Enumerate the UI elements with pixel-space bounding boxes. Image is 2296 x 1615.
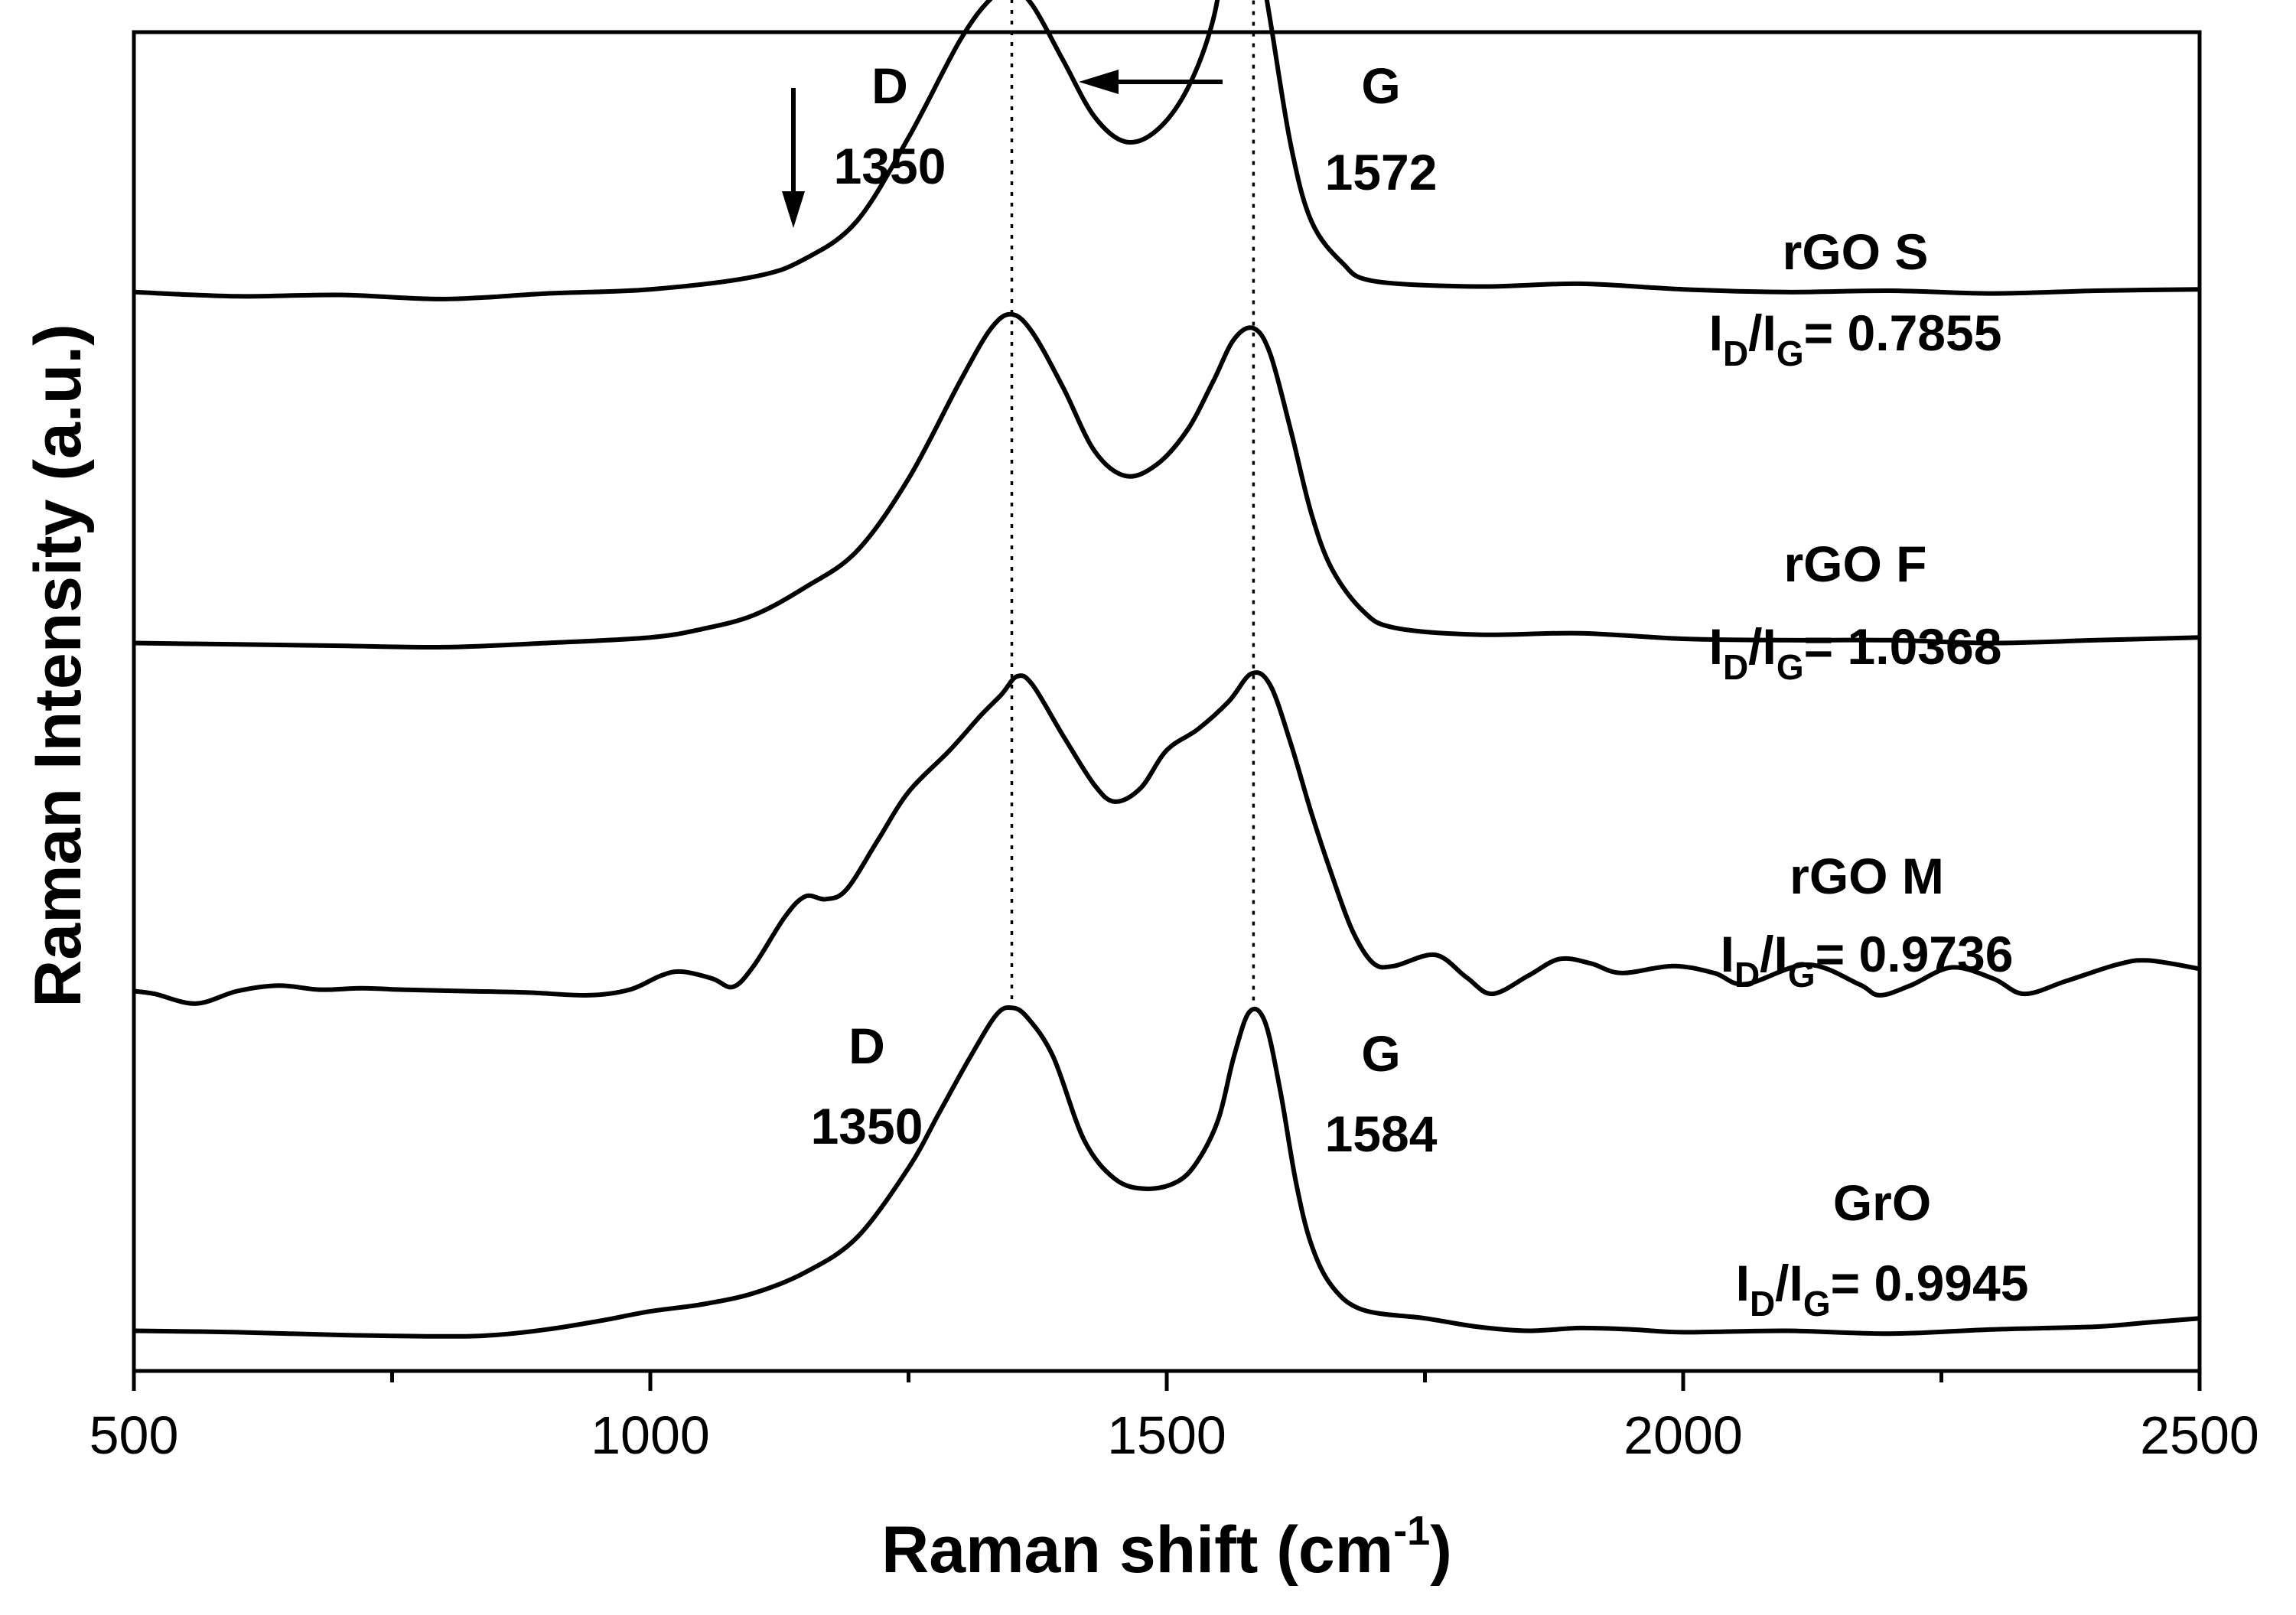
series-label-rgo-f: rGO F <box>1783 536 1926 592</box>
x-tick-label: 2000 <box>1623 1405 1743 1465</box>
bottom-g-peak-value: 1584 <box>1325 1105 1438 1162</box>
ratio-label-rgo-s: ID/IG= 0.7855 <box>1709 304 2002 373</box>
ratio-label-rgo-f: ID/IG= 1.0368 <box>1709 618 2002 687</box>
series-line-rgo-m <box>133 670 2200 1006</box>
x-axis-ticks <box>132 1371 2202 1391</box>
y-axis-title: Raman Intensity (a.u.) <box>21 324 95 1008</box>
bottom-g-peak-label: G <box>1361 1025 1400 1082</box>
bottom-d-peak-label: D <box>848 1018 885 1074</box>
x-tick-label: 1500 <box>1107 1405 1226 1465</box>
series-line-rgo-s <box>133 0 2200 301</box>
x-tick-label: 500 <box>90 1405 179 1465</box>
down-arrow-icon <box>782 88 805 228</box>
series-line-rgo-f <box>133 311 2200 650</box>
series-label-rgo-m: rGO M <box>1790 848 1944 904</box>
series-label-rgo-s: rGO S <box>1783 223 1929 280</box>
top-d-peak-value: 1350 <box>834 138 946 194</box>
top-g-peak-value: 1572 <box>1325 144 1438 200</box>
peak-guide-lines <box>1010 0 1255 1015</box>
ratio-label-rgo-m: ID/IG= 0.9736 <box>1721 926 2014 995</box>
plot-curves <box>133 0 2200 1339</box>
left-arrow-icon <box>1079 70 1223 94</box>
ratio-label-gro: ID/IG= 0.9945 <box>1736 1255 2029 1324</box>
x-axis-title: Raman shift (cm-1) <box>881 1508 1452 1587</box>
x-tick-label: 2500 <box>2140 1405 2259 1465</box>
x-axis-tick-labels: 500 1000 1500 2000 2500 <box>90 1405 2259 1465</box>
top-g-peak-label: G <box>1361 57 1400 114</box>
top-d-peak-label: D <box>871 57 908 114</box>
series-label-gro: GrO <box>1833 1174 1931 1231</box>
bottom-d-peak-value: 1350 <box>811 1098 923 1154</box>
series-line-gro <box>133 1004 2200 1339</box>
x-tick-label: 1000 <box>591 1405 710 1465</box>
